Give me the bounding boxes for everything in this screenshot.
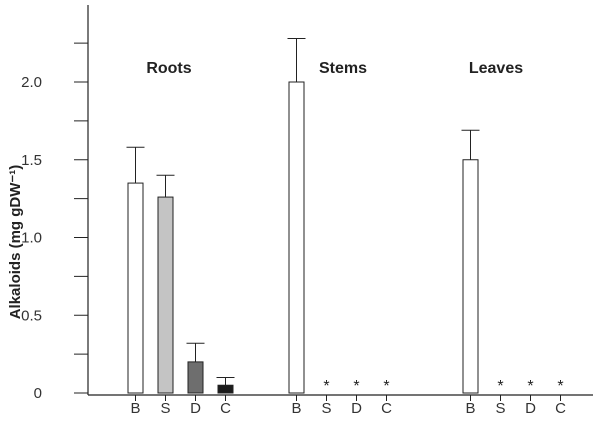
y-tick-label: 0.5 [21,307,42,324]
bars-layer: * * * * * * [126,37,564,395]
bar-leaves-b [462,159,479,394]
bar-roots-c [217,384,234,394]
bar-roots-b [127,182,144,394]
x-tick-label: B [130,400,140,417]
not-detected-marker-stems-d: * [353,378,359,395]
group-title-roots: Roots [146,60,191,77]
bar-stems-b [288,81,305,394]
y-tick-label: 1.5 [21,152,42,169]
bar-roots-s [157,196,174,394]
x-tick-label: D [351,400,362,417]
y-axis-title: Alkaloids (mg gDW⁻¹) [7,165,24,320]
group-title-stems: Stems [319,60,367,77]
y-tick-label: 2.0 [21,74,42,91]
x-tick-label: C [220,400,231,417]
y-tick-label: 1.0 [21,230,42,247]
x-tick-label: D [525,400,536,417]
bar-roots-d [187,361,204,394]
x-tick-label: S [160,400,170,417]
not-detected-marker-leaves-s: * [497,378,503,395]
x-tick-label: B [465,400,475,417]
group-title-leaves: Leaves [469,60,523,77]
y-tick-label: 0 [34,385,42,402]
not-detected-marker-leaves-c: * [557,378,563,395]
y-axis: 0 0.5 1.0 1.5 2.0 [21,5,89,402]
not-detected-marker-stems-s: * [323,378,329,395]
x-tick-label: S [495,400,505,417]
x-tick-label: C [555,400,566,417]
x-tick-label: D [190,400,201,417]
group-titles: Roots Stems Leaves [146,60,523,77]
x-tick-label: C [381,400,392,417]
x-tick-label: B [291,400,301,417]
not-detected-marker-leaves-d: * [527,378,533,395]
not-detected-marker-stems-c: * [383,378,389,395]
x-tick-label: S [321,400,331,417]
